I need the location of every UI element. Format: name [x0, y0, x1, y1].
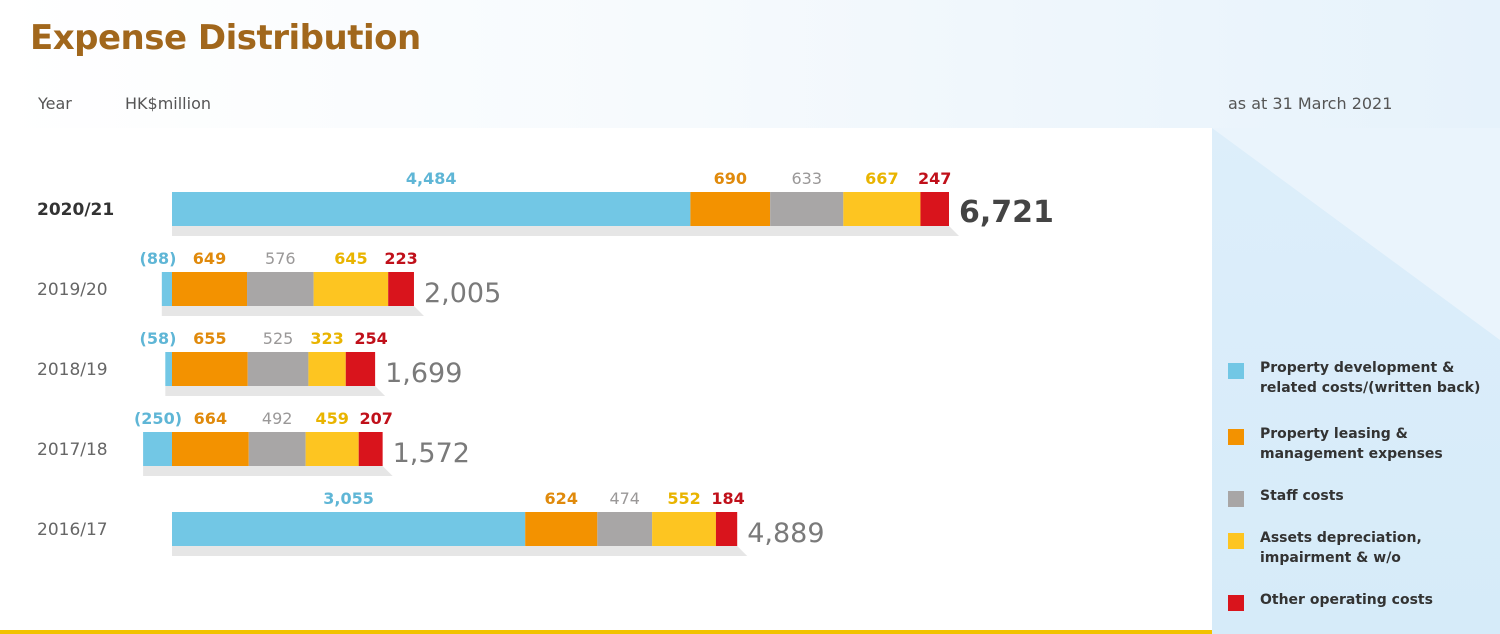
bar-value-label: 645: [334, 249, 367, 268]
bar-segment: [597, 512, 653, 546]
bar-segment: [143, 432, 172, 466]
bar-segment: [172, 272, 248, 306]
header-background: [0, 0, 1500, 128]
bar-value-label: 254: [354, 329, 387, 348]
bar-value-label: (58): [140, 329, 177, 348]
bar-segment: [172, 192, 691, 226]
bar-total-label: 1,699: [385, 358, 462, 389]
category-label: 2018/19: [37, 360, 108, 380]
bar-value-label: 690: [714, 169, 747, 188]
bar-value-label: 4,484: [406, 169, 457, 188]
category-label: 2016/17: [37, 520, 108, 540]
bar-total-label: 6,721: [959, 195, 1054, 230]
bar-value-label: (250): [134, 409, 182, 428]
bar-segment: [308, 352, 346, 386]
bar-segment: [172, 512, 526, 546]
category-label: 2019/20: [37, 280, 108, 300]
bar-segment: [247, 272, 314, 306]
bar-value-label: 247: [918, 169, 951, 188]
bar-value-label: 664: [194, 409, 227, 428]
bar-segment: [345, 352, 376, 386]
bar-value-label: 459: [315, 409, 348, 428]
year-column-label: Year: [38, 94, 72, 113]
legend-label: Property development & related costs/(wr…: [1260, 360, 1481, 396]
bar-value-label: 655: [193, 329, 226, 348]
category-label: 2017/18: [37, 440, 108, 460]
legend-label: Assets depreciation, impairment & w/o: [1260, 530, 1422, 566]
bar-segment: [247, 352, 309, 386]
legend-label: Other operating costs: [1260, 592, 1433, 608]
bar-segment: [715, 512, 738, 546]
bar-value-label: 474: [609, 489, 640, 508]
bar-segment: [525, 512, 598, 546]
bar-total-label: 2,005: [424, 278, 501, 309]
bar-segment: [920, 192, 949, 226]
bar-value-label: 525: [263, 329, 294, 348]
expense-bar-chart: 4,484 690 633 667 247 6,721 2020/21 (88) 649 576 6…: [37, 169, 1054, 556]
bar-shadow: [165, 386, 386, 396]
bar-total-label: 4,889: [747, 518, 824, 549]
bar-shadow: [161, 306, 424, 316]
bar-segment: [358, 432, 383, 466]
bar-value-label: 552: [667, 489, 700, 508]
chart-title: Expense Distribution: [30, 18, 421, 58]
bar-shadow: [143, 466, 393, 476]
bar-segment: [165, 352, 172, 386]
bar-value-label: 323: [310, 329, 343, 348]
legend-swatch: [1228, 491, 1244, 507]
bar-value-label: 492: [262, 409, 293, 428]
bar-value-label: 3,055: [323, 489, 374, 508]
bar-total-label: 1,572: [393, 438, 470, 469]
bar-value-label: 207: [359, 409, 392, 428]
bar-value-label: 223: [384, 249, 417, 268]
bar-segment: [305, 432, 359, 466]
bar-value-label: 649: [193, 249, 226, 268]
bar-value-label: 633: [791, 169, 822, 188]
bar-segment: [770, 192, 844, 226]
as-at-date: as at 31 March 2021: [1228, 94, 1393, 113]
legend-label: Staff costs: [1260, 488, 1344, 504]
bar-segment: [172, 352, 248, 386]
bar-value-label: 184: [711, 489, 744, 508]
legend-swatch: [1228, 363, 1244, 379]
bar-shadow: [172, 546, 748, 556]
bar-value-label: 667: [865, 169, 898, 188]
bar-segment: [690, 192, 771, 226]
unit-label: HK$million: [125, 94, 211, 113]
bar-segment: [652, 512, 716, 546]
bar-value-label: 624: [545, 489, 578, 508]
bar-value-label: 576: [265, 249, 296, 268]
legend-swatch: [1228, 533, 1244, 549]
category-label: 2020/21: [37, 200, 114, 220]
bar-value-label: (88): [140, 249, 177, 268]
bar-segment: [843, 192, 921, 226]
legend-label: Property leasing & management expenses: [1260, 426, 1443, 462]
legend-swatch: [1228, 429, 1244, 445]
bottom-accent-line: [0, 630, 1212, 634]
bar-segment: [161, 272, 172, 306]
bar-segment: [388, 272, 414, 306]
bar-segment: [172, 432, 249, 466]
bar-shadow: [172, 226, 959, 236]
bar-segment: [248, 432, 306, 466]
legend-swatch: [1228, 595, 1244, 611]
bar-segment: [313, 272, 389, 306]
